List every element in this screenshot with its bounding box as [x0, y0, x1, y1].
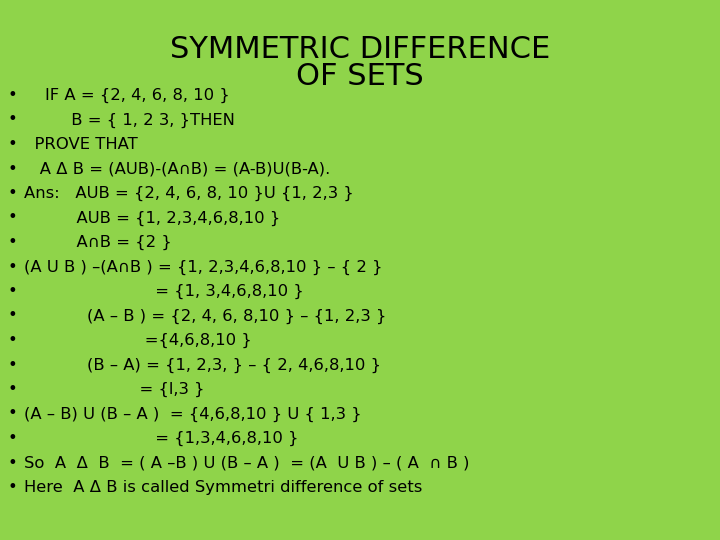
Text: A∩B = {2 }: A∩B = {2 } [24, 235, 172, 250]
Text: •: • [8, 456, 18, 470]
Text: OF SETS: OF SETS [296, 62, 424, 91]
Text: Ans:   AUB = {2, 4, 6, 8, 10 }U {1, 2,3 }: Ans: AUB = {2, 4, 6, 8, 10 }U {1, 2,3 } [24, 186, 354, 201]
Text: PROVE THAT: PROVE THAT [24, 137, 138, 152]
Text: (A – B ) = {2, 4, 6, 8,10 } – {1, 2,3 }: (A – B ) = {2, 4, 6, 8,10 } – {1, 2,3 } [24, 308, 387, 323]
Text: A Δ B = (AUB)-(A∩B) = (A-B)U(B-A).: A Δ B = (AUB)-(A∩B) = (A-B)U(B-A). [24, 161, 330, 177]
Text: •: • [8, 88, 18, 103]
Text: •: • [8, 308, 18, 323]
Text: B = { 1, 2 3, }THEN: B = { 1, 2 3, }THEN [24, 112, 235, 127]
Text: •: • [8, 431, 18, 446]
Text: So  A  Δ  B  = ( A –B ) U (B – A )  = (A  U B ) – ( A  ∩ B ): So A Δ B = ( A –B ) U (B – A ) = (A U B … [24, 456, 469, 470]
Text: •: • [8, 260, 18, 274]
Text: •: • [8, 382, 18, 397]
Text: SYMMETRIC DIFFERENCE: SYMMETRIC DIFFERENCE [170, 35, 550, 64]
Text: •: • [8, 161, 18, 177]
Text: •: • [8, 112, 18, 127]
Text: Here  A Δ B is called Symmetri difference of sets: Here A Δ B is called Symmetri difference… [24, 480, 423, 495]
Text: = {1,3,4,6,8,10 }: = {1,3,4,6,8,10 } [24, 431, 299, 446]
Text: •: • [8, 186, 18, 201]
Text: = {1, 3,4,6,8,10 }: = {1, 3,4,6,8,10 } [24, 284, 304, 299]
Text: •: • [8, 407, 18, 422]
Text: = {l,3 }: = {l,3 } [24, 382, 204, 397]
Text: •: • [8, 211, 18, 226]
Text: (A U B ) –(A∩B ) = {1, 2,3,4,6,8,10 } – { 2 }: (A U B ) –(A∩B ) = {1, 2,3,4,6,8,10 } – … [24, 260, 382, 275]
Text: (B – A) = {1, 2,3, } – { 2, 4,6,8,10 }: (B – A) = {1, 2,3, } – { 2, 4,6,8,10 } [24, 357, 381, 373]
Text: •: • [8, 333, 18, 348]
Text: AUB = {1, 2,3,4,6,8,10 }: AUB = {1, 2,3,4,6,8,10 } [24, 211, 280, 226]
Text: •: • [8, 235, 18, 250]
Text: ={4,6,8,10 }: ={4,6,8,10 } [24, 333, 252, 348]
Text: IF A = {2, 4, 6, 8, 10 }: IF A = {2, 4, 6, 8, 10 } [24, 88, 230, 103]
Text: •: • [8, 480, 18, 495]
Text: •: • [8, 137, 18, 152]
Text: (A – B) U (B – A )  = {4,6,8,10 } U { 1,3 }: (A – B) U (B – A ) = {4,6,8,10 } U { 1,3… [24, 407, 361, 422]
Text: •: • [8, 284, 18, 299]
Text: •: • [8, 357, 18, 373]
